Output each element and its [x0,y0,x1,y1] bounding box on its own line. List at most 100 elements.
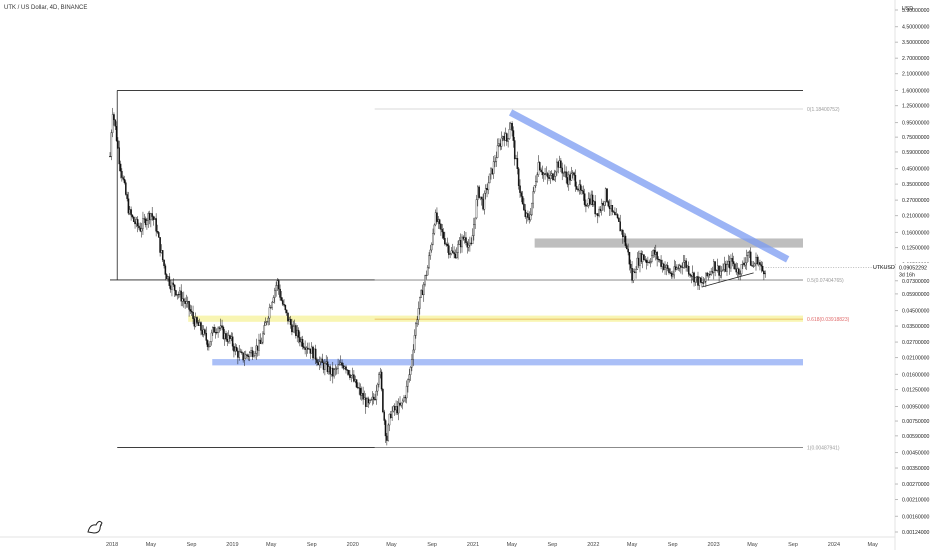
price-tick-label: 0.00160000 [902,514,930,520]
candle-body [438,219,441,225]
candle-body [719,271,722,276]
price-tick-label: 0.01600000 [902,372,930,378]
chart-title: UTK / US Dollar, 4D, BINANCE [4,5,87,11]
time-axis[interactable]: 2018 May Sep 2019 May Sep 2020 May Sep 2021 May Sep… [106,542,878,548]
candle-body [247,355,250,357]
candle-body [412,349,414,360]
candle-body [552,173,554,181]
candle-body [636,257,639,270]
candle-body [382,388,384,413]
candle-body [614,212,616,215]
candle-body [651,255,653,262]
candle-body [669,272,672,274]
candle-body [353,374,355,382]
candle-body [620,230,623,232]
candle-series [109,107,766,446]
candle-body [744,262,747,266]
candle-body [603,201,606,206]
candle-body [343,366,346,369]
price-tick-label: 0.02700000 [902,340,930,346]
candle-body [462,236,465,240]
candle-body [121,171,123,178]
candle-body [448,245,450,255]
candle-body [216,332,218,334]
candle-body [484,188,487,194]
candle-body [536,174,538,182]
candle-body [192,312,194,319]
candle-body [645,260,648,263]
time-tick-label: Sep [187,542,197,548]
candle-body [163,259,165,267]
candle-body [444,238,446,245]
candle-body [246,354,248,356]
candle-body [264,322,267,326]
candle-body [252,355,255,357]
candle-body [720,270,723,272]
candle-body [549,175,552,179]
candle-body [713,261,715,273]
candle-body [326,361,329,373]
candle-body [655,251,657,255]
candle-body [130,209,132,216]
price-tick-label: 1.25000000 [902,104,930,110]
candle-body [759,262,761,265]
candle-body [397,402,400,414]
fib-level-label: 0(1.18400752) [807,107,840,113]
candle-body [333,369,335,377]
candle-body [474,217,476,225]
candle-body [419,296,421,309]
price-tick-label: 0.75000000 [902,135,930,141]
price-tick-label: 2.10000000 [902,72,930,78]
price-axis[interactable]: 5.90000000 4.50000000 3.50000000 2.70000000… [895,8,930,536]
candle-body [694,277,697,283]
candle-body [366,398,368,407]
candle-body [494,161,496,163]
candle-body [396,406,399,414]
candle-body [305,347,308,350]
candle-body [581,189,583,192]
candle-body [575,186,578,190]
candle-body [127,198,130,214]
candle-body [403,396,405,402]
candle-body [619,221,621,232]
candle-body [426,266,429,276]
candle-body [626,245,628,250]
candle-body [747,252,749,256]
candle-body [300,339,302,343]
candle-body [540,169,542,173]
candle-body [143,218,146,220]
candle-body [254,353,256,356]
candle-body [506,133,508,142]
candle-body [498,143,500,146]
candle-body [268,307,271,319]
candle-body [287,312,289,322]
candle-body [446,244,449,246]
candle-body [173,284,176,291]
time-tick-label: 2019 [226,542,238,548]
candle-body [317,362,320,366]
price-tick-label: 1.60000000 [902,88,930,94]
candle-body [475,199,478,219]
candle-body [151,213,153,217]
candle-body [275,285,277,291]
price-tick-label: 0.03500000 [902,324,930,330]
candle-body [291,324,293,333]
candle-body [345,366,347,371]
candle-body [357,386,359,388]
candle-body [337,364,339,369]
candle-body [607,201,610,207]
candle-body [358,387,360,389]
candle-body [201,330,204,335]
candle-body [600,203,603,211]
candle-body [662,263,665,270]
candle-body [136,219,139,227]
candle-body [329,366,331,375]
candle-body [564,171,566,173]
candle-body [490,168,492,175]
candle-body [230,336,233,339]
candle-body [113,114,115,121]
candle-body [237,350,239,358]
candle-body [755,256,757,265]
candle-body [599,208,602,211]
